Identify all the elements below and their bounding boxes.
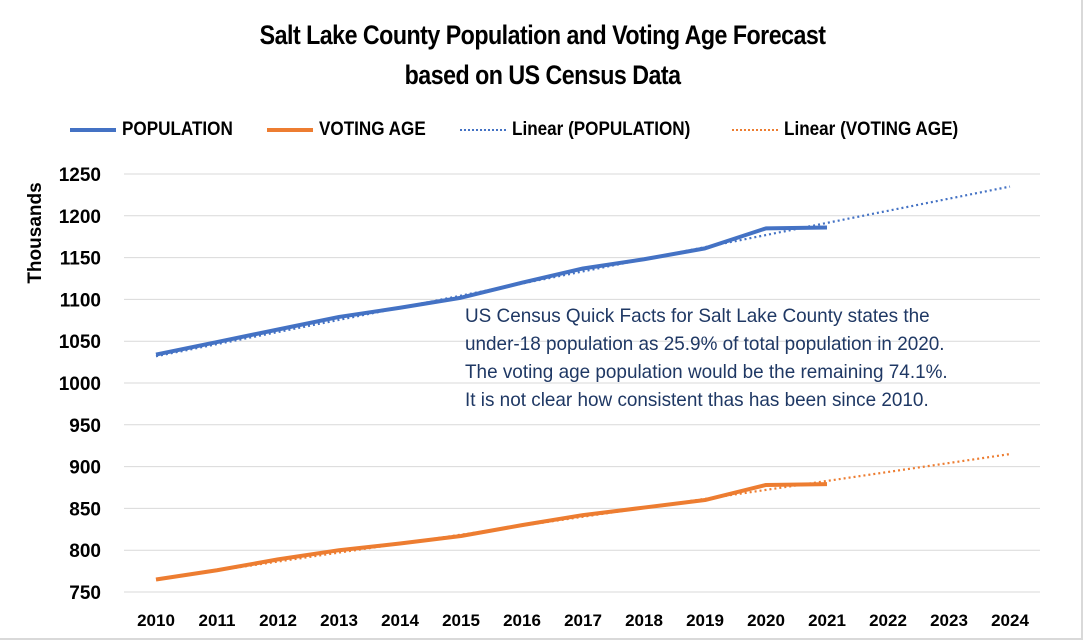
x-tick-label: 2013 <box>320 611 358 630</box>
legend-swatch-linear-population <box>459 129 506 131</box>
series-linear-population <box>155 185 1011 358</box>
x-tick-label: 2018 <box>625 611 663 630</box>
annotation-line: US Census Quick Facts for Salt Lake Coun… <box>465 305 930 327</box>
x-tick-label: 2021 <box>808 611 846 630</box>
x-tick-label: 2012 <box>259 611 297 630</box>
x-tick-label: 2014 <box>381 611 419 630</box>
x-axis-ticks: 2010 2011 2012 2013 2014 2015 2016 2017 2018 2019… <box>137 611 1029 630</box>
x-tick-label: 2015 <box>442 611 480 630</box>
y-tick-label: 1050 <box>59 332 101 353</box>
x-tick-label: 2011 <box>199 611 236 630</box>
trendline <box>155 185 1011 358</box>
y-tick-label: 750 <box>69 583 101 604</box>
annotation-line: It is not clear how consistent thas has … <box>465 389 929 411</box>
y-tick-label: 900 <box>69 458 101 479</box>
legend-item-population[interactable]: POPULATION <box>70 119 245 141</box>
y-tick-label: 850 <box>69 499 101 520</box>
x-tick-label: 2017 <box>564 611 602 630</box>
x-tick-label: 2010 <box>137 611 175 630</box>
x-tick-label: 2022 <box>869 611 907 630</box>
legend: POPULATION VOTING AGE Linear (POPULATION… <box>70 118 999 142</box>
annotation-line: The voting age population would be the r… <box>465 361 948 383</box>
x-tick-label: 2016 <box>503 611 541 630</box>
series-layer <box>155 185 1011 582</box>
legend-label: VOTING AGE <box>319 119 426 140</box>
x-tick-label: 2023 <box>930 611 968 630</box>
y-tick-label: 1200 <box>59 207 101 228</box>
gridlines <box>124 173 1040 593</box>
x-tick-label: 2019 <box>686 611 724 630</box>
y-tick-label: 1250 <box>59 165 101 186</box>
annotation-textbox: US Census Quick Facts for Salt Lake Coun… <box>465 302 963 414</box>
legend-item-linear-voting-age[interactable]: Linear (VOTING AGE) <box>731 119 978 141</box>
x-tick-label: 2020 <box>747 611 785 630</box>
trendline <box>155 452 1011 581</box>
series-linear-voting-age <box>155 452 1011 581</box>
legend-swatch-voting-age <box>267 128 314 132</box>
legend-label: Linear (VOTING AGE) <box>783 119 959 140</box>
y-tick-label: 1100 <box>60 290 101 311</box>
legend-swatch-population <box>70 128 116 132</box>
y-tick-label: 1000 <box>59 374 101 395</box>
legend-item-linear-population[interactable]: Linear (POPULATION) <box>459 119 710 141</box>
legend-item-voting-age[interactable]: VOTING AGE <box>267 119 438 141</box>
y-tick-label: 1150 <box>60 249 101 270</box>
chart-subtitle: based on US Census Data <box>404 60 681 90</box>
chart-title: Salt Lake County Population and Voting A… <box>259 20 826 50</box>
legend-swatch-linear-voting-age <box>731 129 778 131</box>
y-tick-label: 950 <box>69 416 101 437</box>
y-tick-label: 800 <box>69 541 101 562</box>
legend-label: POPULATION <box>122 119 233 140</box>
x-tick-label: 2024 <box>991 611 1029 630</box>
y-axis-title: Thousands <box>25 182 46 283</box>
y-axis-ticks: 1250 1200 1150 1100 1050 1000 950 900 850 800 750 <box>59 165 101 604</box>
legend-label: Linear (POPULATION) <box>511 119 691 140</box>
annotation-line: under-18 population as 25.9% of total po… <box>465 333 945 355</box>
